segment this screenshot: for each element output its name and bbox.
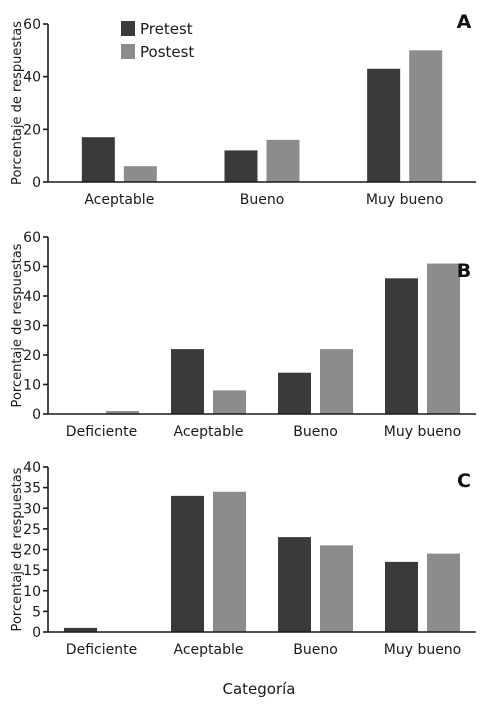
panel-label: C	[457, 470, 471, 492]
y-tick-label: 0	[32, 175, 41, 191]
y-tick-label: 40	[23, 289, 41, 305]
y-tick-label: 10	[23, 378, 41, 394]
y-tick-label: 20	[23, 543, 41, 559]
panel-label: A	[457, 11, 472, 33]
x-tick-label: Aceptable	[174, 642, 244, 658]
legend-label-pretest: Pretest	[140, 20, 193, 38]
legend-swatch-postest	[121, 44, 135, 59]
bar-pretest-aceptable	[81, 137, 115, 182]
bar-postest-aceptable	[213, 491, 246, 632]
chart-panel-b: Deficiente Aceptable Bueno Muy bueno 0 10 20 30…	[10, 230, 476, 440]
chart-panel-c: Deficiente Aceptable Bueno Muy bueno 0 5 10 15 2…	[10, 460, 476, 658]
legend: Pretest Postest	[121, 20, 194, 61]
panels: Aceptable Bueno Muy bueno0204060Porcentaje…	[10, 11, 476, 658]
bar-pretest-bueno	[278, 372, 311, 414]
x-tick-label: Bueno	[293, 424, 338, 440]
x-tick-label: Aceptable	[174, 424, 244, 440]
x-tick-label: Deficiente	[66, 424, 137, 440]
bar-postest-deficiente	[106, 411, 139, 414]
x-tick-label: Muy bueno	[384, 424, 462, 440]
bar-postest-muy-bueno	[427, 263, 460, 414]
legend-label-postest: Postest	[140, 43, 194, 61]
bar-pretest-aceptable	[171, 495, 204, 632]
bar-pretest-deficiente	[64, 627, 97, 632]
y-tick-label: 60	[23, 17, 41, 33]
bar-pretest-bueno	[224, 150, 258, 182]
x-tick-label: Muy bueno	[366, 192, 444, 208]
bar-pretest-bueno	[278, 537, 311, 632]
x-tick-label: Deficiente	[66, 642, 137, 658]
bar-postest-aceptable	[123, 166, 157, 182]
y-tick-label: 60	[23, 230, 41, 246]
y-tick-label: 30	[23, 501, 41, 517]
bar-pretest-muy-bueno	[385, 278, 418, 414]
y-tick-label: 0	[32, 407, 41, 423]
bar-postest-aceptable	[213, 390, 246, 414]
y-tick-label: 40	[23, 460, 41, 476]
panel-label: B	[457, 260, 471, 282]
y-axis-label: Porcentaje de respuestas	[10, 243, 25, 407]
x-tick-label: Bueno	[240, 192, 285, 208]
y-axis-label: Porcentaje de respuestas	[10, 467, 25, 631]
y-tick-label: 5	[32, 604, 41, 620]
x-axis-label: Categoría	[222, 680, 295, 698]
y-axis-label: Porcentaje de respuestas	[10, 21, 25, 185]
bar-postest-muy-bueno	[427, 553, 460, 632]
y-tick-label: 30	[23, 319, 41, 335]
y-tick-label: 40	[23, 70, 41, 86]
y-tick-label: 15	[23, 563, 41, 579]
y-tick-label: 20	[23, 122, 41, 138]
bar-pretest-muy-bueno	[385, 561, 418, 632]
y-tick-label: 50	[23, 260, 41, 276]
bar-postest-bueno	[320, 545, 353, 632]
x-tick-label: Muy bueno	[384, 642, 462, 658]
y-tick-label: 25	[23, 522, 41, 538]
bar-pretest-aceptable	[171, 349, 204, 414]
bar-pretest-muy-bueno	[367, 68, 401, 182]
y-tick-label: 0	[32, 625, 41, 641]
bar-postest-bueno	[320, 349, 353, 414]
y-tick-label: 20	[23, 348, 41, 364]
x-tick-label: Bueno	[293, 642, 338, 658]
chart-panel-a: Aceptable Bueno Muy bueno 0 20 40 60Porcentaje…	[10, 11, 476, 208]
legend-swatch-pretest	[121, 21, 135, 36]
x-tick-label: Aceptable	[84, 192, 154, 208]
bar-postest-muy-bueno	[409, 50, 443, 183]
bar-postest-bueno	[266, 139, 300, 182]
y-tick-label: 10	[23, 584, 41, 600]
y-tick-label: 35	[23, 481, 41, 497]
